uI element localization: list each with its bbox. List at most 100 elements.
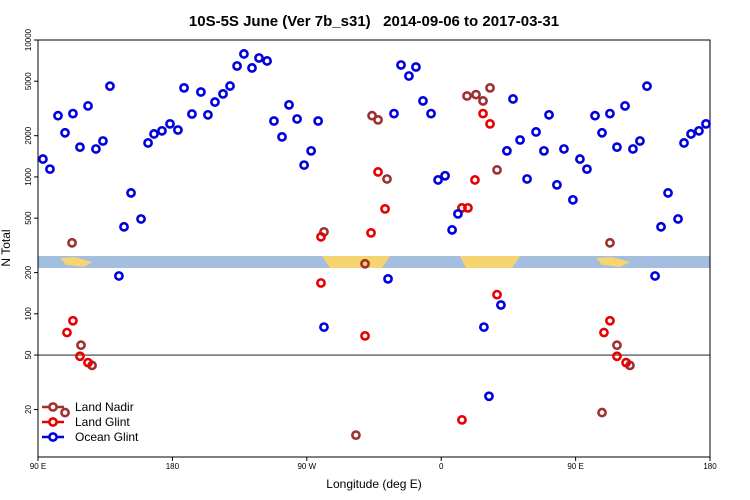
point	[60, 407, 70, 418]
point	[306, 145, 317, 156]
point	[67, 237, 77, 248]
point	[463, 202, 473, 213]
point	[404, 71, 414, 81]
point	[552, 179, 562, 190]
point	[440, 170, 450, 181]
point	[254, 53, 264, 63]
point	[485, 118, 495, 129]
point	[559, 144, 569, 154]
y-tick-label: 1000	[24, 167, 33, 185]
point	[522, 174, 532, 184]
point	[492, 289, 502, 300]
map-strip	[38, 256, 710, 268]
point	[471, 89, 481, 100]
point	[316, 278, 326, 288]
y-tick-label: 20	[24, 405, 33, 414]
legend-marker	[48, 402, 58, 412]
point	[628, 144, 638, 154]
point	[599, 327, 609, 338]
point	[91, 144, 101, 154]
point	[210, 97, 220, 107]
point	[575, 154, 585, 164]
point	[453, 208, 463, 219]
legend-label: Land Nadir	[75, 400, 134, 414]
x-tick-label: 0	[439, 462, 444, 471]
point	[605, 237, 615, 248]
point	[663, 188, 673, 198]
point	[136, 214, 146, 224]
point	[60, 127, 70, 138]
point	[411, 62, 421, 72]
point	[673, 214, 683, 224]
point	[76, 340, 86, 351]
point	[319, 322, 329, 332]
y-tick-label: 10000	[24, 28, 33, 51]
point	[351, 430, 361, 441]
point	[179, 82, 189, 93]
point	[389, 108, 399, 119]
point	[196, 87, 206, 97]
point	[232, 61, 242, 71]
point	[496, 300, 506, 310]
legend-marker	[48, 417, 58, 427]
point	[485, 82, 495, 93]
point	[316, 231, 326, 242]
point	[539, 145, 549, 156]
point	[612, 142, 622, 153]
point	[478, 96, 488, 106]
legend-label: Ocean Glint	[75, 430, 139, 444]
point	[457, 414, 467, 425]
point	[433, 175, 443, 185]
point	[605, 108, 615, 119]
y-tick-label: 50	[24, 350, 33, 359]
point	[83, 101, 93, 111]
point	[650, 271, 660, 281]
point	[531, 127, 541, 137]
point	[277, 131, 287, 142]
land-patch	[596, 257, 630, 267]
point	[447, 225, 458, 235]
point	[478, 108, 488, 119]
point	[426, 108, 436, 119]
y-axis-label: N Total	[0, 229, 13, 266]
point	[484, 391, 494, 402]
point	[119, 221, 129, 232]
point	[656, 221, 666, 232]
y-tick-label: 500	[24, 211, 33, 225]
point	[701, 118, 711, 129]
y-tick-label: 5000	[24, 72, 33, 90]
point	[143, 138, 153, 148]
point	[380, 203, 390, 214]
point	[62, 327, 72, 338]
point	[508, 94, 518, 104]
point	[544, 109, 554, 120]
point	[470, 175, 480, 185]
point	[247, 63, 257, 73]
point	[173, 125, 183, 135]
x-tick-label: 180	[166, 462, 180, 471]
land-patch	[322, 256, 390, 268]
point	[262, 56, 272, 66]
x-tick-label: 90 W	[297, 462, 316, 471]
point	[621, 357, 631, 368]
point	[292, 114, 302, 124]
point	[114, 271, 124, 281]
point	[313, 116, 324, 126]
x-tick-label: 180	[703, 462, 717, 471]
x-tick-label: 90 E	[30, 462, 46, 471]
plot-frame	[37, 39, 711, 458]
point	[126, 188, 136, 198]
point	[68, 108, 78, 119]
point	[502, 145, 512, 156]
point	[492, 165, 502, 175]
legend-marker	[48, 432, 58, 442]
point	[187, 109, 197, 119]
point	[694, 125, 704, 136]
y-tick-label: 2000	[24, 126, 33, 144]
point	[157, 125, 167, 136]
point	[479, 322, 489, 332]
point	[396, 60, 406, 70]
point	[299, 160, 310, 170]
point	[605, 315, 615, 326]
